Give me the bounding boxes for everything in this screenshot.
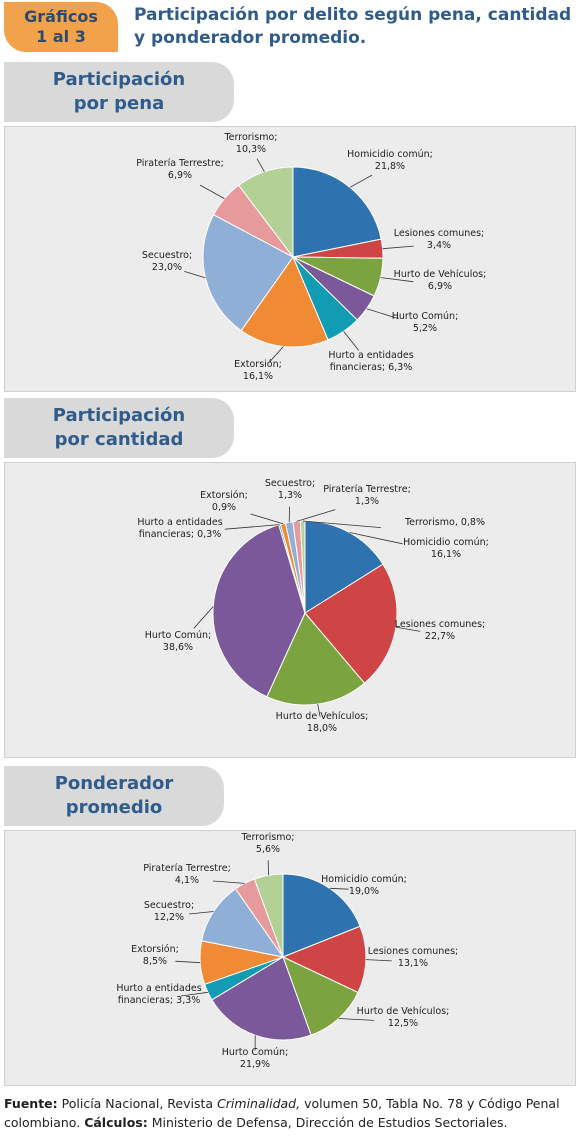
slice-label-hurto-de-vehiculos: Hurto de Vehículos; 18,0% — [276, 711, 369, 734]
section-tab-cantidad: Participación por cantidad — [4, 398, 234, 458]
section-tab-ponderador: Ponderador promedio — [4, 766, 224, 826]
pie-slice-extorsion — [240, 255, 329, 348]
leader-line — [296, 509, 336, 522]
badge-line-1: Gráficos — [24, 7, 98, 26]
pie-slice-homicidio-comun — [282, 873, 361, 958]
section-title-line-2: promedio — [65, 797, 163, 818]
slice-label-extorsion: Extorsión; 16,1% — [234, 359, 282, 382]
slice-label-lesiones-comunes: Lesiones comunes; 22,7% — [395, 619, 486, 642]
source-note: Fuente: Policía Nacional, Revista Crimin… — [4, 1094, 576, 1132]
section-title-line-1: Participación — [52, 405, 186, 426]
slice-label-pirateria-terrestre: Piratería Terrestre; 4,1% — [143, 863, 231, 886]
leader-line — [199, 184, 225, 199]
slice-label-secuestro: Secuestro; 12,2% — [144, 900, 194, 923]
slice-label-lesiones-comunes: Lesiones comunes; 3,4% — [394, 228, 485, 251]
source-label: Fuente: — [4, 1096, 58, 1111]
leader-line — [302, 520, 382, 528]
pie-slice-hurto-de-vehiculos — [282, 956, 359, 1036]
slice-label-hurto-a-entidades-financieras: Hurto a entidades financieras; 6,3% — [328, 350, 413, 373]
pie-chart-cantidad: Homicidio común; 16,1% Lesiones comunes; 22… — [137, 478, 489, 734]
leader-line — [212, 880, 245, 884]
leader-line — [269, 346, 284, 363]
slice-label-homicidio-comun: Homicidio común; 21,8% — [347, 149, 433, 172]
source-text-1: Policía Nacional, Revista — [61, 1096, 214, 1111]
slice-label-hurto-comun: Hurto Común; 21,9% — [222, 1047, 289, 1070]
leader-line — [349, 174, 373, 188]
leader-line — [382, 245, 414, 250]
leader-line — [329, 887, 349, 890]
leader-line — [224, 524, 280, 530]
section-title-line-1: Participación — [52, 69, 186, 90]
source-journal: Criminalidad, — [217, 1096, 301, 1111]
leader-line — [380, 277, 414, 283]
section-title-line-1: Ponderador — [54, 773, 174, 794]
leader-line — [349, 532, 403, 545]
pie-slice-secuestro — [202, 214, 294, 332]
slice-label-secuestro: Secuestro; 1,3% — [265, 478, 315, 501]
calculos-text: Ministerio de Defensa, Dirección de Estu… — [151, 1115, 508, 1130]
slice-label-terrorismo: Terrorismo; 5,6% — [240, 832, 294, 855]
slice-label-terrorismo: Terrorismo; 10,3% — [223, 132, 277, 155]
pie-slice-lesiones-comunes — [304, 563, 398, 684]
leader-line — [366, 308, 399, 320]
leader-line — [343, 331, 360, 351]
slice-label-hurto-de-vehiculos: Hurto de Vehículos; 6,9% — [394, 269, 487, 292]
slice-label-hurto-de-vehiculos: Hurto de Vehículos; 12,5% — [357, 1006, 450, 1029]
badge-line-2: 1 al 3 — [36, 27, 86, 46]
leader-line — [317, 704, 321, 717]
pie-slice-lesiones-comunes — [281, 925, 367, 994]
pie-slice-homicidio-comun — [304, 520, 384, 614]
leader-line — [338, 1018, 375, 1021]
pie-slice-secuestro — [201, 888, 285, 958]
leader-line — [193, 606, 214, 629]
slice-label-hurto-comun: Hurto Común; 38,6% — [145, 630, 212, 653]
slice-label-extorsion: Extorsión; 8,5% — [131, 944, 179, 967]
section-tab-pena: Participación por pena — [4, 62, 234, 122]
leader-line — [184, 271, 206, 279]
pie-chart-ponderador: Homicidio común; 19,0% Lesiones comunes; 13… — [116, 832, 459, 1070]
main-title-line-2: y ponderador promedio. — [134, 28, 367, 48]
chart-panel-ponderador: Homicidio común; 19,0% Lesiones comunes; 13… — [4, 830, 576, 1086]
leader-line — [256, 158, 265, 172]
section-title-line-2: por cantidad — [54, 429, 184, 450]
slice-label-homicidio-comun: Homicidio común; 16,1% — [403, 537, 489, 560]
slice-label-pirateria-terrestre: Piratería Terrestre; 1,3% — [323, 484, 411, 507]
pie-slice-homicidio-comun — [292, 166, 382, 258]
slice-label-extorsion: Extorsión; 0,9% — [200, 490, 248, 513]
calculos-label: Cálculos: — [84, 1115, 148, 1130]
slice-label-lesiones-comunes: Lesiones comunes; 13,1% — [368, 946, 459, 969]
leader-line — [365, 959, 392, 962]
leader-line — [180, 991, 208, 997]
slice-label-pirateria-terrestre: Piratería Terrestre; 6,9% — [136, 158, 224, 181]
pie-slice-hurto-comun — [211, 956, 312, 1041]
slice-label-hurto-comun: Hurto Común; 5,2% — [392, 311, 459, 334]
chart-panel-cantidad: Homicidio común; 16,1% Lesiones comunes; 22… — [4, 462, 576, 758]
slice-label-terrorismo: Terrorismo, 0,8% — [404, 517, 485, 528]
slice-label-hurto-a-entidades-financieras: Hurto a entidades financieras; 0,3% — [137, 517, 222, 540]
pie-chart-pena: Homicidio común; 21,8% Lesiones comunes; 3,… — [136, 132, 487, 382]
slice-label-secuestro: Secuestro; 23,0% — [142, 250, 192, 273]
source-text-2: volumen 50, Tabla No. 78 y Código Penal … — [4, 1096, 560, 1130]
figure-badge: Gráficos 1 al 3 — [4, 2, 118, 52]
leader-line — [175, 960, 201, 964]
chart-panel-pena: Homicidio común; 21,8% Lesiones comunes; 3,… — [4, 126, 576, 392]
main-title-line-1: Participación por delito según pena, can… — [134, 5, 572, 25]
slice-label-homicidio-comun: Homicidio común; 19,0% — [321, 874, 407, 897]
section-title-line-2: por pena — [73, 93, 165, 114]
leader-line — [250, 513, 284, 525]
main-title: Participación por delito según pena, can… — [134, 4, 574, 50]
slice-label-hurto-a-entidades-financieras: Hurto a entidades financieras; 3,3% — [116, 983, 201, 1006]
leader-line — [189, 911, 214, 915]
leader-line — [395, 626, 421, 632]
